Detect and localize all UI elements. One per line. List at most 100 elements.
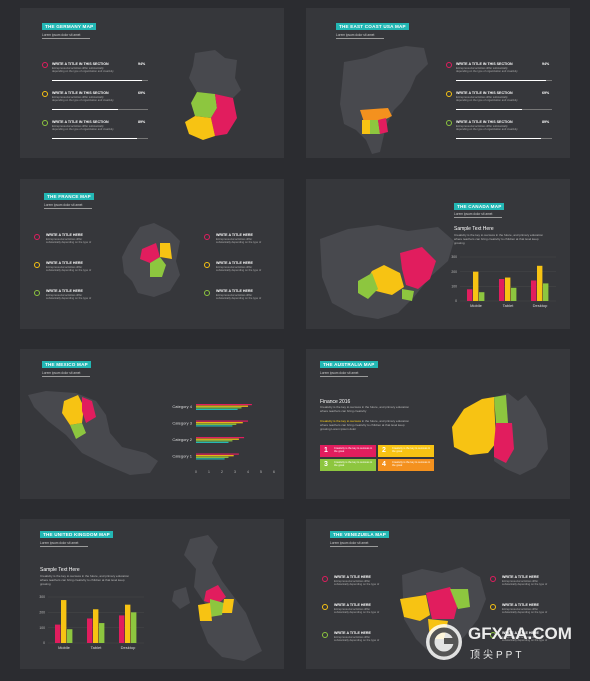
info-icon xyxy=(204,234,210,240)
info-box: 2 Creativity is the key to success in th… xyxy=(378,445,434,457)
canada-map xyxy=(320,225,454,319)
y-tick-label: 100 xyxy=(39,626,45,630)
info-icon xyxy=(322,576,328,582)
progress-bar xyxy=(52,109,148,110)
bar xyxy=(196,423,237,425)
divider xyxy=(330,546,378,547)
clock-icon xyxy=(34,290,40,296)
bar xyxy=(119,615,125,643)
watermark: GFXAA.COM 顶尖PPT xyxy=(424,618,574,666)
slide-subtitle: Lorem ipsum dolor sit amet xyxy=(42,33,81,37)
bar xyxy=(196,404,252,406)
divider xyxy=(336,38,384,39)
gfxaa-logo-icon xyxy=(426,624,462,660)
info-box: 4 Creativity is the key to success in th… xyxy=(378,459,434,471)
slide-subtitle: Lorem ipsum dolor sit amet xyxy=(454,212,493,216)
bar xyxy=(531,280,537,301)
mexico-bar-chart: 0 1 2 3 4 5 6 Category 4 Category 3 Category 2 Cat… xyxy=(172,404,275,474)
category-label: Category 3 xyxy=(172,421,192,426)
bar xyxy=(473,271,479,301)
bar xyxy=(196,456,229,458)
x-tick-label: Desktop xyxy=(121,645,136,650)
slide-venezuela[interactable]: THE VENEZUELA MAP Lorem ipsum dolor sit … xyxy=(306,519,570,669)
x-tick-label: 5 xyxy=(260,470,262,474)
watermark-tag: 顶尖PPT xyxy=(470,650,525,661)
france-map xyxy=(122,223,180,297)
bar xyxy=(543,283,549,301)
slide-canada[interactable]: THE CANADA MAP Lorem ipsum dolor sit ame… xyxy=(306,179,570,329)
section-heading: Sample Text Here xyxy=(454,226,494,232)
slide-east-coast[interactable]: THE EAST COAST USA MAP Lorem ipsum dolor… xyxy=(306,8,570,158)
info-icon xyxy=(446,62,452,68)
clock-icon xyxy=(322,632,328,638)
slide-subtitle: Lorem ipsum dolor sit amet xyxy=(40,541,79,545)
lightbulb-icon xyxy=(204,262,210,268)
x-tick-label: 4 xyxy=(247,470,249,474)
uk-map xyxy=(172,535,262,661)
x-tick-label: 1 xyxy=(208,470,210,474)
progress-bar xyxy=(456,80,552,81)
bar xyxy=(467,289,473,301)
clock-icon xyxy=(446,120,452,126)
info-box: 1 Creativity is the key to success in th… xyxy=(320,445,376,457)
divider xyxy=(320,376,368,377)
lightbulb-icon xyxy=(322,604,328,610)
lightbulb-icon xyxy=(42,91,48,97)
clock-icon xyxy=(204,290,210,296)
slide-title: THE CANADA MAP xyxy=(454,203,505,210)
info-icon xyxy=(34,234,40,240)
progress-bar xyxy=(52,138,148,139)
slide-subtitle: Lorem ipsum dolor sit amet xyxy=(44,203,83,207)
bar xyxy=(196,458,225,460)
slide-subtitle: Lorem ipsum dolor sit amet xyxy=(320,371,359,375)
x-tick-label: 2 xyxy=(221,470,223,474)
australia-map xyxy=(452,393,548,475)
slide-title: THE UNITED KINGDOM MAP xyxy=(40,531,113,538)
x-tick-label: Mobile xyxy=(470,303,483,308)
progress-bar xyxy=(456,109,552,110)
slide-france[interactable]: THE FRANCE MAP Lorem ipsum dolor sit ame… xyxy=(20,179,284,329)
east-coast-map xyxy=(340,46,428,154)
bar xyxy=(93,609,99,643)
body-text: Creativity is the key to success in the … xyxy=(320,405,410,413)
slide-title: THE FRANCE MAP xyxy=(44,193,94,200)
y-tick-label: 0 xyxy=(455,299,457,303)
lightbulb-icon xyxy=(446,91,452,97)
info-icon xyxy=(490,576,496,582)
bar xyxy=(196,422,243,424)
y-tick-label: 200 xyxy=(39,611,45,615)
x-tick-label: 6 xyxy=(273,470,275,474)
bar xyxy=(99,623,105,643)
bar xyxy=(196,405,248,407)
body-text: Creativity is the key to success in the … xyxy=(454,233,544,245)
divider xyxy=(44,208,92,209)
slide-title: THE VENEZUELA MAP xyxy=(330,531,389,538)
uk-bar-chart: 300 200 100 0 Mobile Tablet Desktop xyxy=(39,595,144,650)
divider xyxy=(40,546,88,547)
slide-subtitle: Lorem ipsum dolor sit amet xyxy=(42,371,81,375)
slide-uk[interactable]: THE UNITED KINGDOM MAP Lorem ipsum dolor… xyxy=(20,519,284,669)
section-heading: Finance 2016 xyxy=(320,399,351,405)
bar xyxy=(537,265,543,301)
clock-icon xyxy=(490,632,496,638)
bar xyxy=(196,437,245,439)
slide-mexico[interactable]: THE MEXICO MAP Lorem ipsum dolor sit ame… xyxy=(20,349,284,499)
y-tick-label: 300 xyxy=(39,595,45,599)
slide-australia[interactable]: THE AUSTRALIA MAP Lorem ipsum dolor sit … xyxy=(306,349,570,499)
progress-bar xyxy=(52,80,148,81)
bar xyxy=(196,408,238,410)
slide-subtitle: Lorem ipsum dolor sit amet xyxy=(336,33,375,37)
bar xyxy=(196,420,248,422)
bar xyxy=(196,425,233,427)
info-icon xyxy=(42,62,48,68)
category-label: Category 1 xyxy=(172,454,192,459)
slide-germany[interactable]: THE GERMANY MAP Lorem ipsum dolor sit am… xyxy=(20,8,284,158)
lightbulb-icon xyxy=(490,604,496,610)
x-tick-label: 3 xyxy=(234,470,236,474)
y-tick-label: 0 xyxy=(43,641,45,645)
y-tick-label: 200 xyxy=(451,270,457,274)
slide-title: THE EAST COAST USA MAP xyxy=(336,23,409,30)
progress-bar xyxy=(456,138,552,139)
bar xyxy=(196,440,233,442)
bar xyxy=(196,441,229,443)
